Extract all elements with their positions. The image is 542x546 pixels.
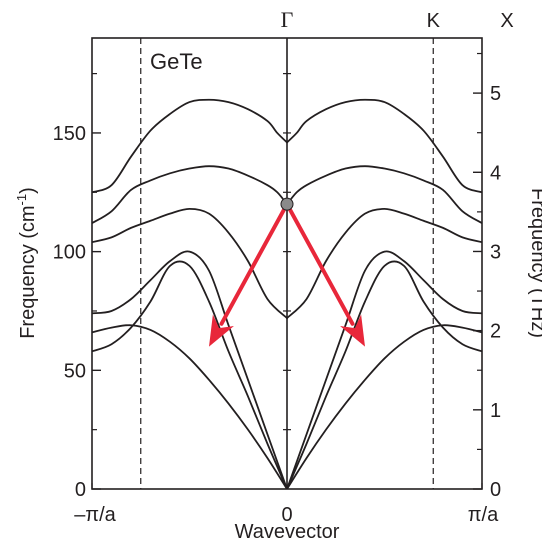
- scattering-arrows: [209, 197, 365, 347]
- x-tick-label-left: –π/a: [74, 504, 116, 526]
- axis-ticks: [91, 52, 483, 490]
- x-tick-label-center: 0: [281, 504, 292, 526]
- left-tick-label-1: 50: [64, 360, 86, 382]
- right-tick-label-1: 1: [490, 400, 501, 422]
- left-tick-label-2: 100: [53, 242, 86, 264]
- right-tick-label-2: 2: [490, 321, 501, 343]
- axis-labels: GeTe Wavevector Frequency (cm-1) Frequen…: [14, 7, 542, 543]
- left-tick-label-0: 0: [75, 479, 86, 501]
- y-axis-title-right: Frequency (THz): [527, 188, 542, 338]
- high-symmetry-label-1: K: [427, 10, 441, 32]
- phonon-branch-2-left: [92, 250, 288, 489]
- scattering-arrow-head-0: [209, 314, 234, 347]
- phonon-branch-1-right: [286, 260, 482, 489]
- high-symmetry-label-0: Γ: [281, 7, 294, 32]
- phonon-branch-3-right: [286, 208, 482, 319]
- scattering-arrow-head-1: [340, 314, 365, 347]
- phonon-branch-4-right: [286, 165, 482, 225]
- phonon-branch-5-left: [92, 98, 288, 194]
- phonon-branch-0-left: [92, 324, 288, 489]
- x-tick-label-right: π/a: [468, 504, 499, 526]
- left-tick-label-3: 150: [53, 123, 86, 145]
- right-tick-label-5: 5: [490, 83, 501, 105]
- right-tick-label-4: 4: [490, 162, 501, 184]
- scattering-arrow-shaft-0: [219, 202, 289, 326]
- phonon-branch-2-right: [286, 250, 482, 489]
- gamma-point-marker: [280, 197, 294, 211]
- right-tick-label-0: 0: [490, 479, 501, 501]
- material-label: GeTe: [150, 49, 203, 74]
- phonon-branch-3-left: [92, 208, 288, 319]
- y-axis-title-left: Frequency (cm-1): [14, 187, 39, 339]
- phonon-branch-0-right: [286, 324, 482, 489]
- right-tick-label-3: 3: [490, 241, 501, 263]
- phonon-branches: [92, 98, 482, 489]
- phonon-branch-5-right: [286, 98, 482, 194]
- high-symmetry-guide-lines: [140, 38, 434, 489]
- high-symmetry-label-2: X: [500, 10, 513, 32]
- phonon-branch-4-left: [92, 165, 288, 225]
- phonon-branch-1-left: [92, 260, 288, 489]
- x-axis-title: Wavevector: [235, 521, 340, 543]
- scattering-arrow-shaft-1: [285, 202, 355, 326]
